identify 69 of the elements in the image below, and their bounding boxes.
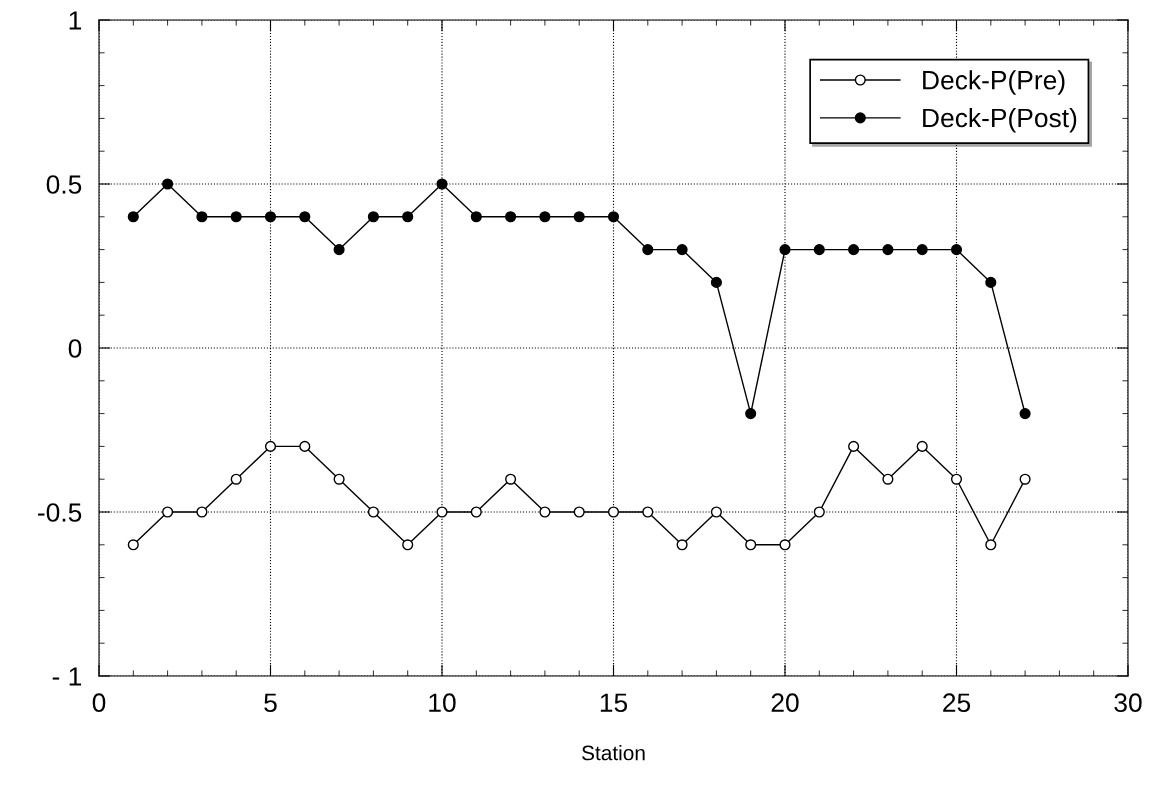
- point: [813, 244, 825, 256]
- point: [539, 211, 551, 223]
- y-tick-label: - 1: [52, 667, 82, 686]
- point: [470, 211, 482, 223]
- point: [745, 539, 757, 551]
- point: [779, 539, 791, 551]
- point: [745, 408, 757, 420]
- point: [882, 244, 894, 256]
- point: [642, 244, 654, 256]
- point: [607, 506, 620, 518]
- point: [573, 506, 585, 518]
- point: [436, 506, 448, 518]
- x-tick-label: 20: [771, 693, 799, 713]
- point: [882, 473, 894, 485]
- point: [127, 211, 139, 223]
- point: [333, 473, 345, 485]
- point: [127, 539, 139, 551]
- point: [299, 211, 311, 223]
- point: [162, 178, 174, 190]
- x-tick-label: 15: [600, 693, 628, 713]
- point: [299, 440, 311, 452]
- point: [367, 506, 379, 518]
- point: [162, 506, 174, 518]
- y-tick-label: 0.5: [46, 175, 82, 194]
- point: [402, 211, 414, 223]
- point: [848, 440, 860, 452]
- point: [642, 506, 654, 518]
- point: [230, 211, 242, 223]
- point: [539, 506, 551, 518]
- point: [710, 276, 722, 288]
- point: [367, 211, 379, 223]
- legend-label: Deck-P(Pre): [923, 70, 1065, 95]
- point: [505, 473, 517, 485]
- point: [848, 244, 860, 256]
- x-tick-label: 10: [429, 693, 456, 713]
- point: [779, 244, 791, 256]
- point: [985, 539, 997, 551]
- x-tick-label: 30: [1114, 693, 1142, 713]
- point: [402, 539, 414, 551]
- point: [985, 276, 997, 288]
- point: [436, 178, 448, 190]
- point: [264, 211, 277, 223]
- legend-label: Deck-P(Post): [923, 107, 1077, 133]
- x-tick-label: 25: [943, 693, 971, 713]
- point: [607, 211, 620, 223]
- y-tick-label: 0: [68, 339, 82, 358]
- y-tick-label: -0.5: [38, 503, 82, 522]
- point: [950, 473, 963, 485]
- y-tick-label: 1: [69, 11, 82, 30]
- point: [676, 244, 688, 256]
- point: [230, 473, 242, 485]
- point: [916, 244, 928, 256]
- point: [333, 244, 345, 256]
- point: [950, 244, 963, 256]
- point: [916, 440, 928, 452]
- point: [196, 211, 208, 223]
- point: [676, 539, 688, 551]
- x-tick-label: 0: [92, 693, 106, 713]
- point: [1019, 473, 1031, 485]
- point: [1019, 408, 1031, 420]
- point: [710, 506, 722, 518]
- x-axis-title: Station: [582, 745, 645, 761]
- point: [813, 506, 825, 518]
- point: [264, 440, 277, 452]
- point: [505, 211, 517, 223]
- x-tick-label: 5: [264, 693, 277, 713]
- point: [196, 506, 208, 518]
- point: [470, 506, 482, 518]
- point: [573, 211, 585, 223]
